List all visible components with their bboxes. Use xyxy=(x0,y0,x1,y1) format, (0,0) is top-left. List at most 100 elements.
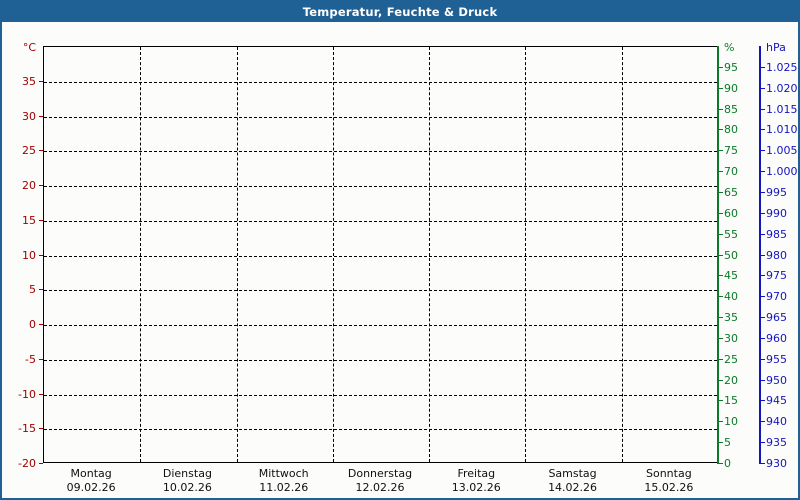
gridline-horizontal xyxy=(44,325,717,326)
gridline-horizontal xyxy=(44,255,717,257)
temperature-tick-mark xyxy=(39,80,43,82)
humidity-tick-label: 5 xyxy=(724,436,731,450)
gridline-vertical xyxy=(525,47,526,462)
pressure-axis-unit: hPa xyxy=(766,41,786,54)
day-date: 11.02.26 xyxy=(259,481,309,494)
pressure-tick-label: 1.025 xyxy=(766,60,798,74)
gridline-horizontal xyxy=(44,186,717,187)
temperature-tick-mark xyxy=(39,254,43,256)
temperature-tick-label: 5 xyxy=(29,283,36,297)
day-name: Sonntag xyxy=(645,467,692,480)
humidity-tick-mark xyxy=(718,296,723,298)
humidity-tick-label: 55 xyxy=(724,227,738,241)
pressure-tick-mark xyxy=(760,463,765,464)
gridline-horizontal xyxy=(44,394,717,396)
xaxis-day-label: Donnerstag 12.02.26 xyxy=(332,467,428,495)
day-date: 15.02.26 xyxy=(644,481,694,494)
pressure-tick-label: 1.020 xyxy=(766,81,798,95)
pressure-tick-label: 1.005 xyxy=(766,144,798,158)
temperature-tick-mark xyxy=(39,219,43,221)
pressure-tick-label: 985 xyxy=(766,227,787,241)
humidity-tick-mark xyxy=(718,337,723,339)
pressure-tick-mark xyxy=(760,275,765,277)
humidity-tick-label: 70 xyxy=(724,165,738,179)
pressure-tick-mark xyxy=(760,254,765,256)
humidity-tick-mark xyxy=(718,87,723,89)
pressure-tick-mark xyxy=(760,212,765,214)
temperature-tick-label: -10 xyxy=(18,387,36,401)
humidity-axis-unit: % xyxy=(724,41,735,54)
chart-body: Temperatur [°C] rel. Feuchte [%] Druck [… xyxy=(2,22,798,498)
pressure-tick-label: 930 xyxy=(766,457,787,470)
temperature-tick-label: 30 xyxy=(22,109,36,123)
pressure-tick-label: 975 xyxy=(766,269,787,283)
pressure-tick-label: 945 xyxy=(766,394,787,408)
temperature-tick-mark xyxy=(39,115,43,117)
pressure-tick-label: 965 xyxy=(766,311,787,325)
humidity-tick-mark xyxy=(718,463,723,464)
gridline-horizontal xyxy=(44,359,717,361)
day-name: Mittwoch xyxy=(258,467,309,480)
humidity-tick-label: 75 xyxy=(724,144,738,158)
gridline-horizontal xyxy=(44,81,717,83)
humidity-tick-mark xyxy=(718,108,723,110)
humidity-tick-mark xyxy=(718,421,723,423)
humidity-tick-label: 65 xyxy=(724,185,738,199)
day-date: 10.02.26 xyxy=(162,481,212,494)
temperature-tick-label: -5 xyxy=(25,352,36,366)
gridline-horizontal xyxy=(44,151,717,153)
window-titlebar: Temperatur, Feuchte & Druck xyxy=(2,2,798,22)
temperature-tick-label: 0 xyxy=(29,318,36,331)
humidity-tick-label: 45 xyxy=(724,269,738,283)
pressure-tick-mark xyxy=(760,442,765,444)
day-name: Samstag xyxy=(548,467,597,480)
pressure-tick-label: 960 xyxy=(766,331,787,345)
temperature-tick-mark xyxy=(39,150,43,152)
gridline-vertical xyxy=(140,47,141,462)
pressure-tick-label: 1.010 xyxy=(766,123,798,137)
temperature-axis-unit: °C xyxy=(22,41,36,54)
gridline-vertical xyxy=(429,47,430,462)
humidity-tick-mark xyxy=(718,400,723,402)
humidity-tick-label: 35 xyxy=(724,311,738,325)
xaxis-day-label: Sonntag 15.02.26 xyxy=(621,467,717,495)
pressure-tick-label: 955 xyxy=(766,352,787,366)
temperature-tick-label: 20 xyxy=(22,179,36,192)
humidity-tick-label: 0 xyxy=(724,457,731,470)
pressure-tick-mark xyxy=(760,233,765,235)
pressure-tick-label: 935 xyxy=(766,436,787,450)
xaxis-day-label: Dienstag 10.02.26 xyxy=(139,467,235,495)
pressure-tick-mark xyxy=(760,129,765,131)
humidity-tick-label: 15 xyxy=(724,394,738,408)
gridline-horizontal xyxy=(44,290,717,292)
temperature-tick-mark xyxy=(39,428,43,430)
humidity-tick-mark xyxy=(718,442,723,444)
xaxis-day-label: Samstag 14.02.26 xyxy=(524,467,620,495)
pressure-tick-mark xyxy=(760,379,765,381)
humidity-tick-label: 90 xyxy=(724,81,738,95)
gridline-vertical xyxy=(237,47,238,462)
xaxis-day-label: Mittwoch 11.02.26 xyxy=(236,467,332,495)
temperature-tick-mark xyxy=(39,393,43,395)
pressure-tick-label: 1.000 xyxy=(766,165,798,179)
pressure-tick-label: 1.015 xyxy=(766,102,798,116)
humidity-tick-mark xyxy=(718,212,723,214)
pressure-tick-label: 950 xyxy=(766,373,787,387)
humidity-tick-mark xyxy=(718,379,723,381)
humidity-tick-mark xyxy=(718,191,723,193)
humidity-tick-label: 25 xyxy=(724,352,738,366)
page-title: Temperatur, Feuchte & Druck xyxy=(302,5,498,19)
humidity-tick-label: 10 xyxy=(724,415,738,429)
plot-area xyxy=(43,46,717,463)
gridline-vertical xyxy=(333,47,334,462)
pressure-tick-mark xyxy=(760,317,765,319)
pressure-tick-mark xyxy=(760,358,765,360)
humidity-tick-mark xyxy=(718,254,723,256)
day-date: 12.02.26 xyxy=(355,481,405,494)
humidity-tick-label: 60 xyxy=(724,206,738,220)
day-date: 14.02.26 xyxy=(548,481,598,494)
day-date: 13.02.26 xyxy=(451,481,501,494)
xaxis-day-label: Montag 09.02.26 xyxy=(43,467,139,495)
pressure-tick-label: 995 xyxy=(766,185,787,199)
